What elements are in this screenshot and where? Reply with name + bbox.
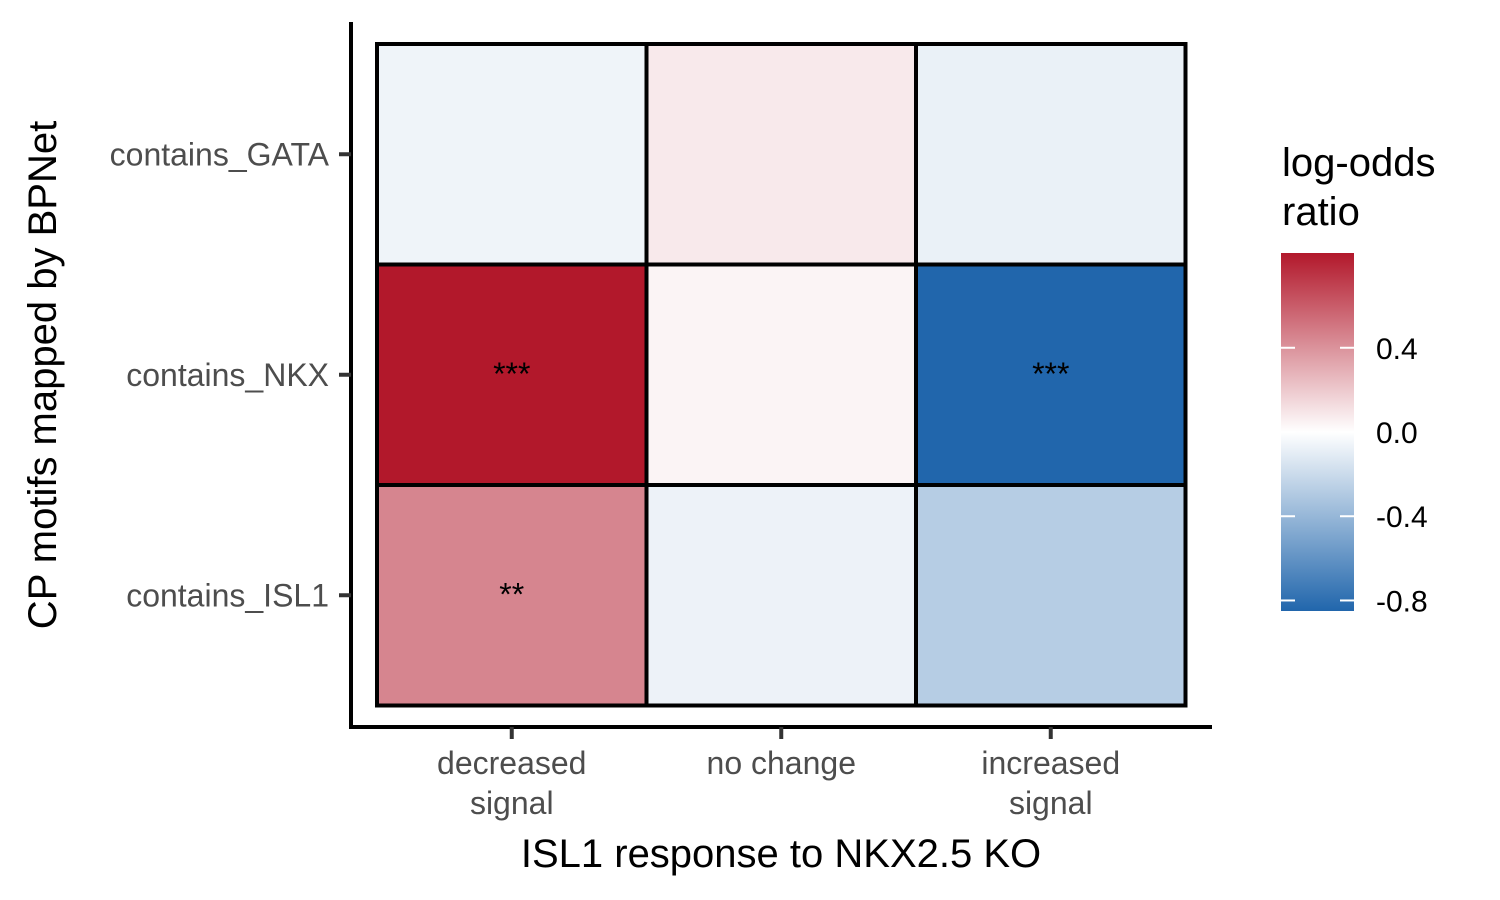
- legend-tick-label: 0.0: [1376, 417, 1418, 450]
- legend-tick-label: -0.4: [1376, 501, 1428, 534]
- legend-tick-label: -0.8: [1376, 585, 1428, 618]
- heatmap-cell: [914, 42, 1188, 267]
- color-legend: log-odds ratio 0.4 0.0 -0.4 -0.8: [1281, 141, 1435, 618]
- y-ticks: contains_GATA contains_NKX contains_ISL1: [110, 136, 351, 613]
- heatmap-cell: [644, 262, 918, 487]
- heatmap-cell: [375, 42, 649, 267]
- legend-tick-label: 0.4: [1376, 333, 1418, 366]
- heatmap-cells: [375, 42, 1188, 708]
- x-tick-label: increased: [981, 745, 1120, 781]
- cell-annotation: **: [499, 576, 524, 612]
- x-tick-label: signal: [470, 785, 554, 821]
- heatmap-cell: [914, 262, 1188, 487]
- y-axis-title: CP motifs mapped by BPNet: [21, 121, 65, 629]
- cell-annotations: *** *****: [493, 356, 1069, 613]
- x-tick-label: signal: [1009, 785, 1093, 821]
- x-axis-title: ISL1 response to NKX2.5 KO: [521, 832, 1041, 876]
- cell-annotation: ***: [493, 356, 530, 392]
- x-tick-label: decreased: [437, 745, 586, 781]
- heatmap-cell: [644, 483, 918, 708]
- x-ticks: decreased signal no change increased signal: [437, 727, 1120, 821]
- legend-title-line-1: log-odds: [1282, 141, 1435, 185]
- x-tick-label: no change: [707, 745, 856, 781]
- y-tick-label: contains_NKX: [126, 357, 329, 393]
- legend-title-line-2: ratio: [1282, 190, 1360, 234]
- cell-annotation: ***: [1032, 356, 1069, 392]
- heatmap-cell: [914, 483, 1188, 708]
- y-tick-label: contains_ISL1: [126, 577, 329, 613]
- heatmap-cell: [644, 42, 918, 267]
- y-tick-label: contains_GATA: [110, 136, 330, 172]
- heatmap-cell: [375, 483, 649, 708]
- legend-ticks: 0.4 0.0 -0.4 -0.8: [1281, 333, 1428, 618]
